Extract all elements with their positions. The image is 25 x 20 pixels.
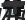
Text: Ag cathode: Ag cathode	[0, 0, 20, 6]
Polygon shape	[15, 6, 19, 16]
Text: 1 M Cu(NO₃)₂: 1 M Cu(NO₃)₂	[0, 1, 25, 20]
FancyBboxPatch shape	[11, 4, 15, 5]
Text: Cu anode: Cu anode	[6, 0, 25, 6]
Text: 1 M AgNO₃: 1 M AgNO₃	[0, 1, 25, 20]
Text: Voltmeter: Voltmeter	[0, 0, 25, 3]
Circle shape	[10, 11, 11, 12]
Polygon shape	[15, 9, 19, 16]
Polygon shape	[6, 6, 11, 16]
Text: Salt bridge (NaNO₃): Salt bridge (NaNO₃)	[13, 9, 25, 20]
Text: +: +	[1, 0, 25, 20]
FancyBboxPatch shape	[11, 4, 14, 5]
Polygon shape	[6, 9, 11, 16]
